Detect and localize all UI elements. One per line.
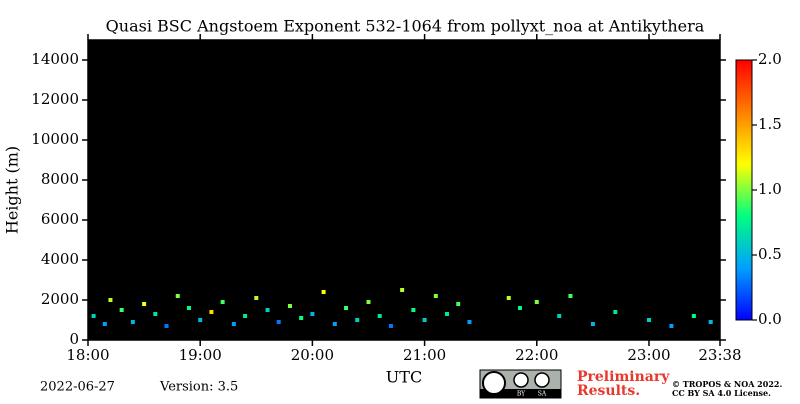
heat-cell [175,294,180,298]
cc-badge: BY SA [479,369,562,399]
heat-cell [467,320,472,324]
heat-cell [198,318,203,322]
heat-cell [209,310,214,314]
colorbar-tick-label: 1.0 [758,180,782,198]
badge-by: BY [517,391,526,398]
heat-cell [91,314,96,318]
plot-frame [87,39,721,341]
heat-cell [411,308,416,312]
x-tick-label: 23:00 [627,346,670,364]
heat-cell [142,302,147,306]
by-circle [513,372,529,388]
plot-background [88,40,720,340]
y-tick-label: 0 [69,330,79,348]
colorbar-tick-label: 0.5 [758,245,782,263]
heat-cell [287,304,292,308]
heat-cell [299,316,304,320]
heat-cell [557,314,562,318]
version: Version: 3.5 [159,380,238,395]
preliminary-line1: Preliminary [577,369,670,385]
heat-cell [366,300,371,304]
heat-cell [613,310,618,314]
preliminary-line2: Results. [577,383,640,399]
heat-cell [433,294,438,298]
heat-cell [422,318,427,322]
heat-cell [445,312,450,316]
heat-cell [108,298,113,302]
heat-cell [321,290,326,294]
y-tick-label: 8000 [41,170,79,188]
license-line1: © TROPOS & NOA 2022. [672,379,782,389]
heat-cell [310,312,315,316]
heat-cell [344,306,349,310]
heat-cell [456,302,461,306]
y-axis-label: Height (m) [3,146,22,234]
heat-cell [400,288,405,292]
heat-cell [646,318,651,322]
x-tick-label: 23:38 [698,346,741,364]
y-tick-label: 6000 [41,210,79,228]
heat-cell [102,322,107,326]
badge-sa: SA [538,391,547,398]
colorbar [735,59,753,321]
x-tick-label: 22:00 [515,346,558,364]
heat-cell [119,308,124,312]
heat-cell [130,320,135,324]
heat-cell [590,322,595,326]
heat-cell [568,294,573,298]
license-line2: CC BY SA 4.0 License. [672,388,771,398]
heat-cell [355,318,360,322]
date: 2022-06-27 [40,380,115,395]
y-tick-label: 4000 [41,250,79,268]
x-tick-label: 20:00 [291,346,334,364]
x-tick-label: 21:00 [403,346,446,364]
heat-cell [534,300,539,304]
heat-cell [153,312,158,316]
cc-circle [482,371,506,395]
heat-cell [164,324,169,328]
heat-cell [220,300,225,304]
y-tick-label: 2000 [41,290,79,308]
heat-cell [332,322,337,326]
x-tick-label: 19:00 [179,346,222,364]
heat-cell [691,314,696,318]
heat-cell [388,324,393,328]
chart-title: Quasi BSC Angstoem Exponent 532-1064 fro… [106,17,705,36]
heat-cell [506,296,511,300]
y-tick-label: 10000 [31,130,79,148]
sa-circle [534,372,550,388]
y-tick-label: 14000 [31,50,79,68]
heat-cell [276,320,281,324]
x-axis-label: UTC [386,368,422,387]
heat-cell [669,324,674,328]
y-tick-label: 12000 [31,90,79,108]
heat-cell [231,322,236,326]
heat-cell [517,306,522,310]
heat-cell [265,308,270,312]
colorbar-tick-label: 0.0 [758,310,782,328]
heat-cell [254,296,259,300]
heat-cell [243,314,248,318]
heat-cell [377,314,382,318]
badge-band [480,389,561,398]
colorbar-tick-label: 2.0 [758,50,782,68]
x-tick-label: 18:00 [66,346,109,364]
colorbar-tick-label: 1.5 [758,115,782,133]
heat-cell [708,320,713,324]
heat-cell [186,306,191,310]
